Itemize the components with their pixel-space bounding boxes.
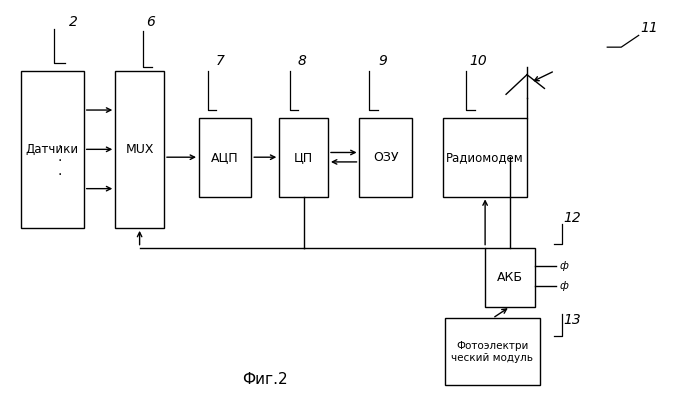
Text: Фотоэлектри
ческий модуль: Фотоэлектри ческий модуль xyxy=(452,341,533,362)
Text: Датчики: Датчики xyxy=(26,143,79,156)
Bar xyxy=(21,71,84,228)
Text: ·: · xyxy=(57,140,61,154)
Bar xyxy=(485,248,535,307)
Bar xyxy=(199,118,251,196)
Text: АЦП: АЦП xyxy=(211,151,239,164)
Text: ·: · xyxy=(57,154,61,168)
Text: ф: ф xyxy=(559,281,568,291)
Text: 7: 7 xyxy=(216,54,224,68)
Text: 12: 12 xyxy=(563,211,581,225)
Text: Фиг.2: Фиг.2 xyxy=(242,372,288,387)
Bar xyxy=(279,118,328,196)
Text: 8: 8 xyxy=(297,54,306,68)
Text: ф: ф xyxy=(559,261,568,272)
Text: 10: 10 xyxy=(469,54,487,68)
Text: 2: 2 xyxy=(69,15,77,29)
Text: MUX: MUX xyxy=(126,143,154,156)
Bar xyxy=(443,118,527,196)
Text: 6: 6 xyxy=(146,15,154,29)
Text: 13: 13 xyxy=(563,313,581,327)
Text: АКБ: АКБ xyxy=(497,270,524,284)
Bar xyxy=(115,71,164,228)
Text: ЦП: ЦП xyxy=(294,151,313,164)
Text: 9: 9 xyxy=(378,54,387,68)
Bar xyxy=(445,318,540,385)
Text: ·: · xyxy=(57,168,61,182)
Text: 11: 11 xyxy=(640,20,658,35)
Text: Радиомодем: Радиомодем xyxy=(446,151,524,164)
Bar xyxy=(359,118,412,196)
Text: ОЗУ: ОЗУ xyxy=(373,151,399,164)
